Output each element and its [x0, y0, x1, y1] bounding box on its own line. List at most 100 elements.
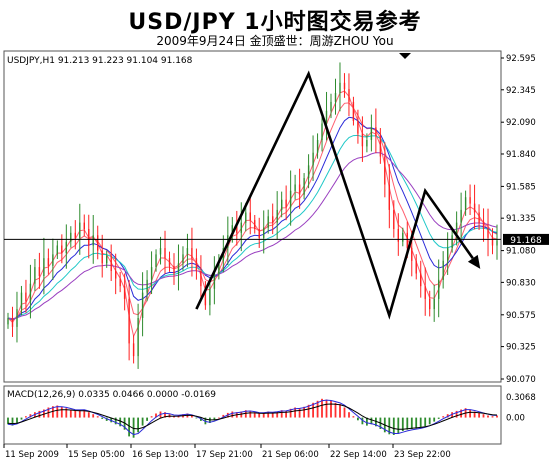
candle-body	[366, 140, 368, 147]
macd-bar	[388, 417, 391, 435]
macd-bar	[231, 411, 234, 418]
macd-bar	[334, 402, 337, 418]
macd-bar	[316, 400, 319, 418]
candle-body	[429, 298, 431, 310]
candle-body	[218, 260, 220, 274]
macd-bar	[96, 416, 99, 418]
macd-bar	[7, 417, 9, 425]
macd-bar	[473, 411, 476, 418]
time-tick-label: 16 Sep 13:00	[132, 450, 189, 460]
macd-bar	[267, 411, 270, 418]
moving-averages	[7, 90, 498, 338]
candle-body	[47, 258, 50, 266]
macd-bar	[276, 411, 279, 418]
macd-bar	[325, 399, 328, 418]
macd-bar	[392, 417, 395, 435]
candle-body	[420, 273, 422, 287]
macd-tick-label: 0.00	[506, 414, 525, 424]
macd-info-line: MACD(12,26,9) 0.0335 0.0466 0.0000 -0.01…	[7, 390, 216, 400]
candle-body	[128, 298, 130, 344]
macd-bar	[69, 409, 72, 418]
ma-fast2-line	[7, 102, 498, 322]
price-tick-label: 90.830	[506, 278, 536, 288]
price-tick-label: 91.840	[506, 150, 536, 160]
candle-body	[339, 82, 341, 93]
macd-bar	[437, 417, 440, 419]
candle-body	[249, 212, 251, 221]
candle-body	[384, 156, 386, 185]
candle-body	[173, 265, 175, 274]
candle-body	[43, 258, 45, 276]
macd-bar	[25, 416, 27, 418]
candle-body	[11, 318, 14, 327]
macd-bar	[312, 402, 314, 418]
candle-body	[159, 248, 162, 255]
price-panel-frame	[3, 50, 502, 383]
candle-body	[460, 209, 462, 223]
macd-signal-line	[7, 403, 498, 430]
candle-body	[433, 298, 435, 310]
ma-fast-line	[7, 90, 498, 338]
candle-body	[7, 318, 9, 325]
macd-bar	[455, 410, 458, 418]
price-tick-label: 91.080	[506, 247, 536, 257]
macd-bar	[74, 410, 77, 418]
candle-body	[25, 292, 27, 302]
current-price-tag-bg	[503, 233, 549, 245]
price-tick-label: 91.585	[506, 182, 536, 192]
candle-body	[182, 254, 184, 264]
macd-bar	[92, 414, 95, 418]
macd-bar	[397, 417, 400, 434]
trend-line	[195, 70, 474, 320]
time-tick-label: 11 Sep 2009	[5, 450, 59, 460]
macd-bar	[110, 417, 113, 423]
time-tick-label: 17 Sep 21:00	[196, 450, 253, 460]
macd-bar	[191, 415, 193, 418]
macd-bar	[128, 417, 130, 437]
macd-bar	[330, 400, 332, 418]
candle-body	[393, 209, 395, 229]
macd-bar	[173, 416, 175, 418]
macd-bar	[43, 409, 45, 418]
candle-body	[16, 309, 18, 327]
candle-body	[119, 278, 121, 287]
macd-bar	[280, 410, 283, 418]
candle-body	[38, 267, 41, 276]
candle-body	[402, 232, 404, 242]
macd-bar	[289, 408, 292, 418]
candle-body	[321, 123, 323, 140]
macd-bar	[446, 414, 449, 418]
candle-body	[200, 270, 202, 287]
candle-body	[123, 286, 126, 299]
price-axis: 92.595 92.345 92.090 91.840 91.585 91.335 91.0…	[501, 54, 536, 385]
macd-bar	[123, 417, 126, 430]
candle-body	[469, 197, 471, 204]
candle-body	[79, 222, 81, 238]
macd-bar	[469, 409, 471, 418]
candle-body	[146, 279, 148, 293]
macd-bar	[401, 417, 404, 431]
candle-body	[267, 216, 269, 228]
time-tick-label: 21 Sep 06:00	[262, 450, 319, 460]
price-tick-label: 90.070	[506, 375, 536, 385]
price-tick-label: 90.325	[506, 343, 536, 353]
candle-body	[312, 152, 314, 166]
candle-body	[348, 89, 350, 102]
candle-body	[482, 222, 485, 229]
page-subtitle: 2009年9月24日 金顶盛世：周游ZHOU You	[156, 34, 394, 48]
macd-bar	[20, 417, 23, 420]
candle-body	[168, 258, 171, 266]
candle-body	[415, 260, 417, 274]
candle-body	[150, 267, 153, 280]
macd-bar	[11, 417, 14, 426]
candle-body	[447, 248, 449, 261]
candle-body	[110, 255, 112, 271]
macd-bar	[253, 412, 256, 418]
ma-long-line	[7, 152, 498, 320]
macd-bar	[38, 410, 41, 418]
macd-bar	[78, 410, 81, 418]
macd-bar	[451, 412, 453, 418]
macd-bar	[119, 417, 122, 427]
candle-body	[294, 184, 296, 191]
